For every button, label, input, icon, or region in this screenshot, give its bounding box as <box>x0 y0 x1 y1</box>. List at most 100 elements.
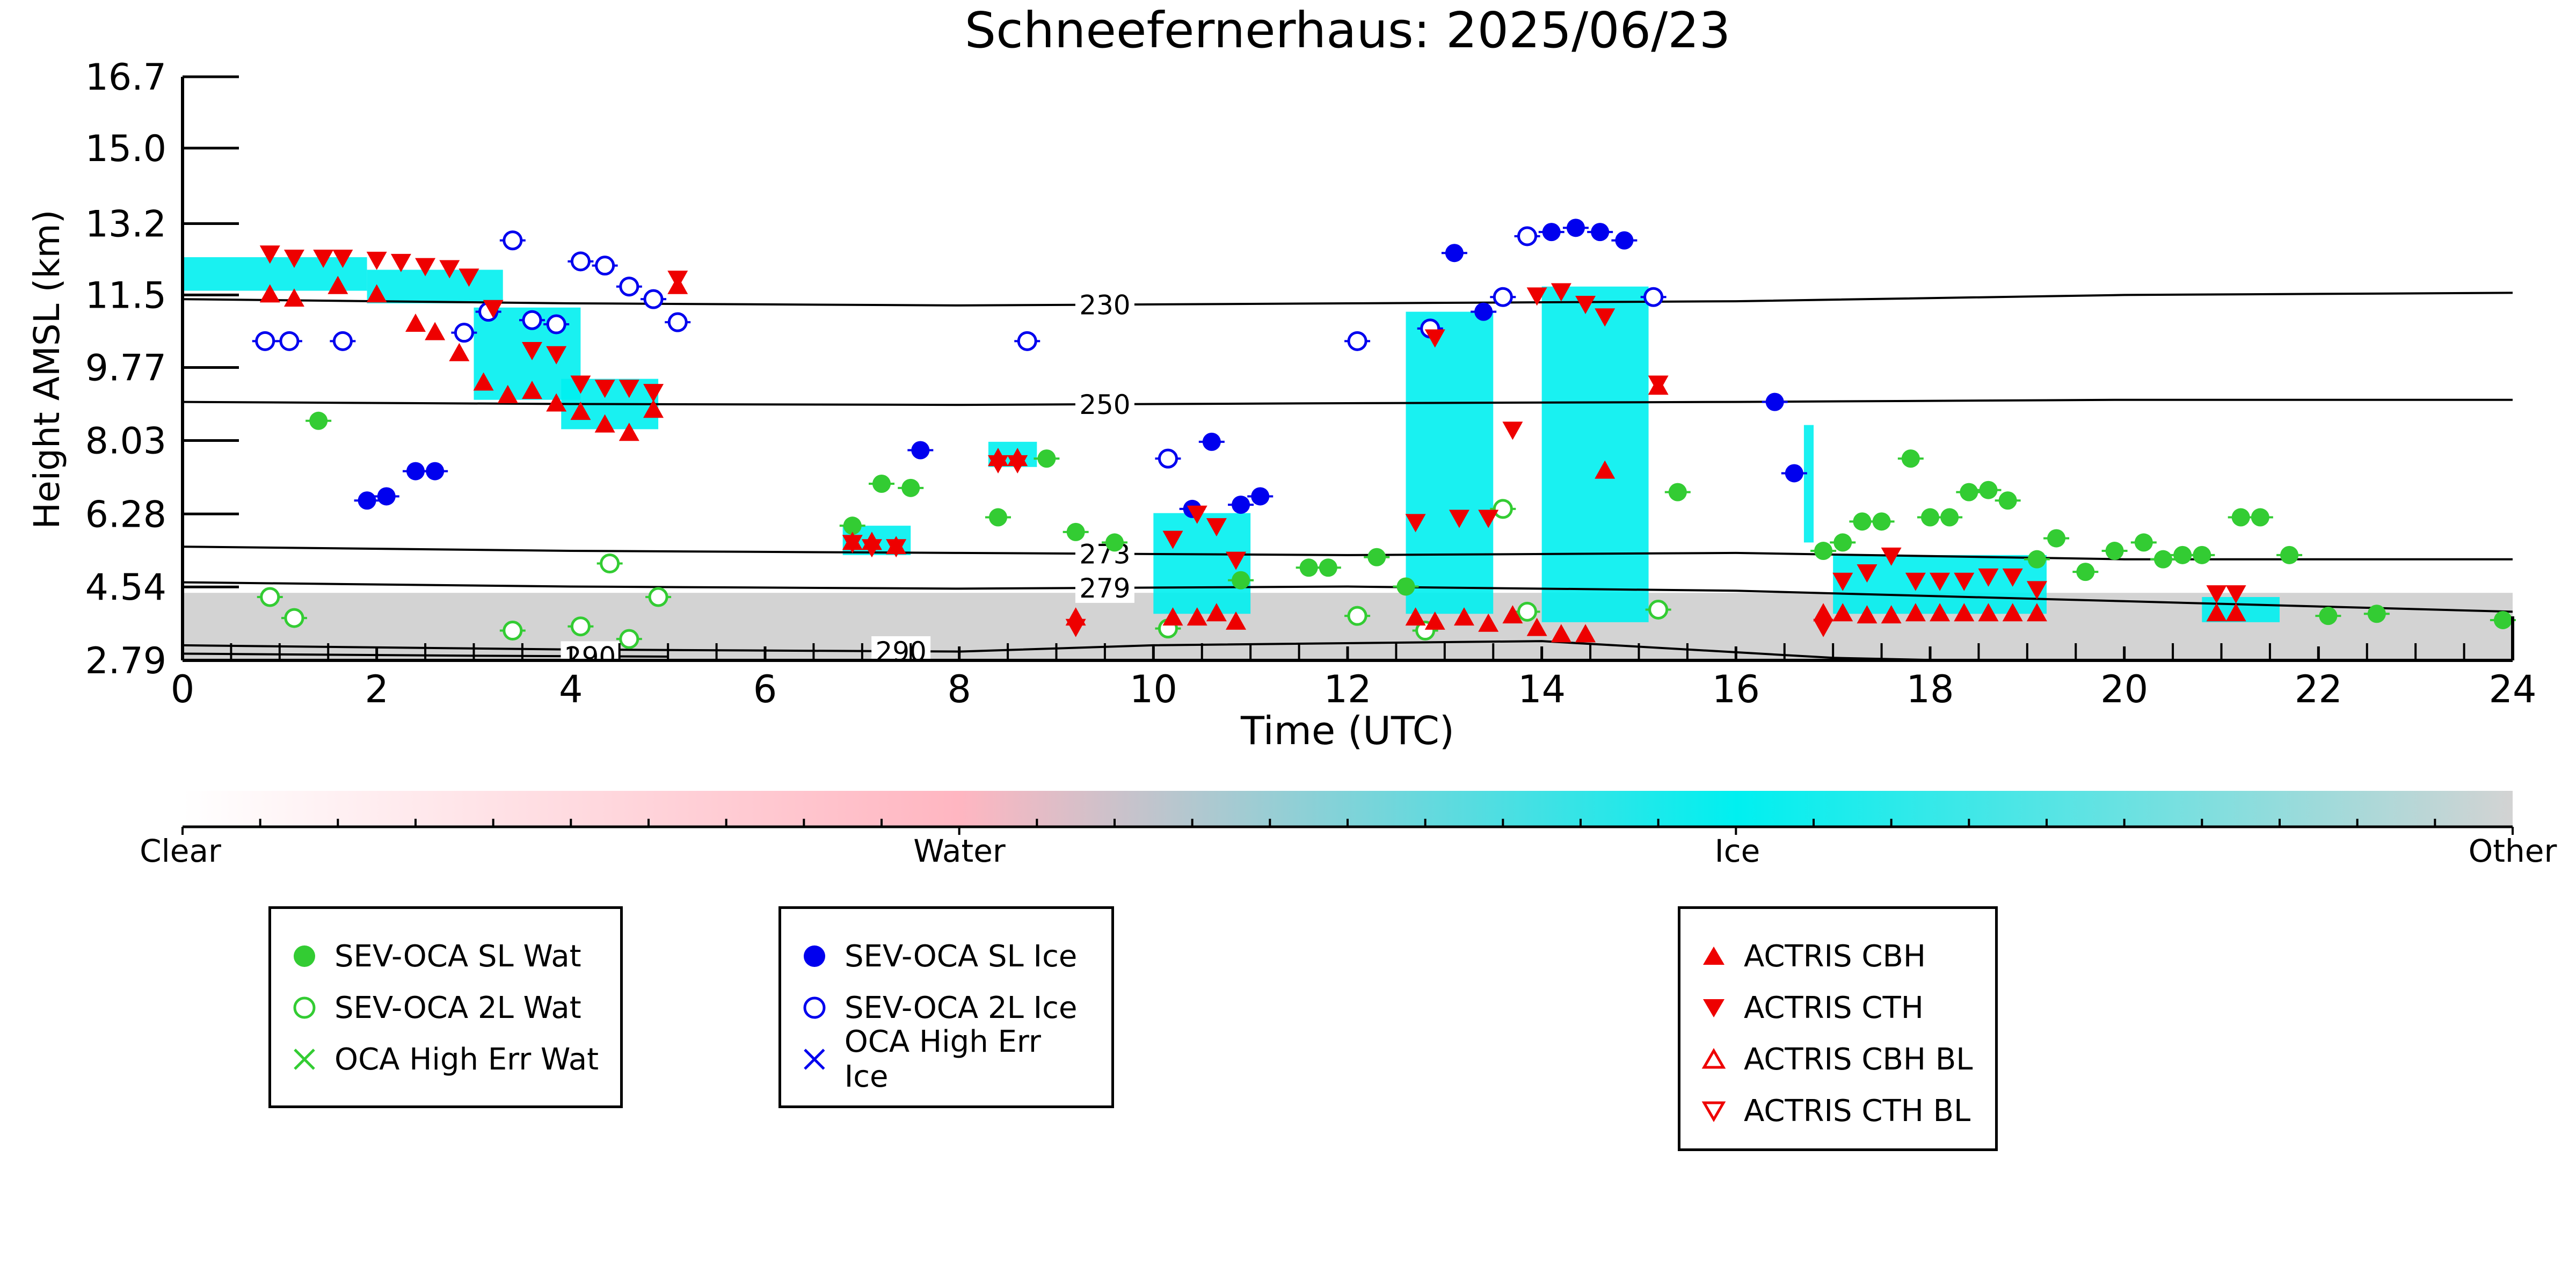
colorbar: Clear Water Ice Other <box>140 791 2557 869</box>
ice-region <box>367 270 503 303</box>
data-point <box>1405 514 1426 533</box>
legend-entry: SEV-OCA 2L Wat <box>289 982 602 1034</box>
data-point <box>454 323 474 343</box>
data-point <box>2231 508 2250 527</box>
series-sev-oca-2l-ice <box>252 226 1667 469</box>
x-tick-label: 2 <box>365 667 389 711</box>
legend-entry: SEV-OCA SL Ice <box>799 930 1093 982</box>
data-point <box>911 441 930 460</box>
data-point <box>2047 529 2066 548</box>
data-point <box>1396 577 1415 596</box>
data-point <box>1881 605 1902 624</box>
data-point <box>1066 522 1085 541</box>
ice-region <box>1803 425 1814 543</box>
data-point <box>1502 421 1523 440</box>
legend-actris: ACTRIS CBH ACTRIS CTH ACTRIS CBH BL ACTR… <box>1678 906 1998 1151</box>
data-point <box>667 271 688 289</box>
data-point <box>1905 572 1926 591</box>
y-tick-label: 11.5 <box>85 274 166 317</box>
data-point <box>259 284 280 303</box>
data-point <box>1158 448 1178 469</box>
data-point <box>2173 545 2192 564</box>
data-point <box>260 587 280 607</box>
open-circle-icon <box>803 996 826 1019</box>
data-point <box>842 535 863 554</box>
data-point <box>595 256 615 276</box>
data-point <box>377 487 396 506</box>
data-point <box>1319 558 1337 577</box>
data-point <box>503 230 523 251</box>
open-triangle-up-icon <box>1701 1048 1726 1069</box>
x-tick-label: 24 <box>2488 667 2536 711</box>
series-sev-oca-sl-ice <box>354 219 1807 518</box>
data-point <box>570 616 591 637</box>
data-point <box>1232 496 1250 514</box>
data-point <box>600 553 620 573</box>
y-tick-label: 2.79 <box>85 640 166 682</box>
x-tick-label: 10 <box>1130 667 1177 711</box>
data-point <box>1007 455 1028 474</box>
data-point <box>1551 624 1571 643</box>
data-point <box>1445 244 1464 263</box>
legend-entry: ACTRIS CTH BL <box>1699 1085 1977 1137</box>
data-point <box>1940 508 1959 527</box>
data-point <box>1575 624 1596 643</box>
data-point <box>1065 618 1086 637</box>
data-point <box>618 380 639 398</box>
legend-entry: ACTRIS CBH <box>1699 930 1977 982</box>
data-point <box>497 384 518 403</box>
y-axis-label: Height AMSL (km) <box>26 210 68 529</box>
legend-ice: SEV-OCA SL Ice SEV-OCA 2L Ice OCA High E… <box>778 906 1114 1108</box>
data-point <box>1187 505 1207 524</box>
data-point <box>667 312 688 332</box>
data-point <box>439 260 460 279</box>
isotherm-label: 250 <box>1079 389 1130 420</box>
x-tick-label: 14 <box>1518 667 1566 711</box>
data-point <box>405 314 426 332</box>
data-point <box>1187 607 1207 626</box>
data-point <box>1226 611 1247 630</box>
data-point <box>901 478 920 497</box>
data-point <box>1502 605 1523 624</box>
data-point <box>1449 510 1469 528</box>
data-point <box>1206 603 1227 622</box>
data-point <box>861 539 882 558</box>
data-point <box>1813 603 1834 622</box>
data-point <box>1979 481 1998 499</box>
data-point <box>570 402 591 420</box>
data-point <box>1905 603 1926 622</box>
series-actris-cth <box>259 245 2246 637</box>
series-sev-oca-sl-wat <box>305 411 2516 629</box>
data-point <box>1960 483 1978 501</box>
data-point <box>1643 287 1664 307</box>
data-point <box>1595 308 1616 327</box>
isotherm-label: 290 <box>565 641 616 672</box>
data-point <box>1347 331 1367 351</box>
data-point <box>1998 491 2017 510</box>
data-point <box>1814 542 1833 561</box>
data-point <box>1424 611 1445 630</box>
x-axis-label: Time (UTC) <box>1240 708 1454 753</box>
data-point <box>2225 585 2246 604</box>
data-point <box>886 539 907 558</box>
data-point <box>1853 512 1872 531</box>
data-point <box>1978 568 1999 587</box>
data-point <box>1526 287 1547 306</box>
data-point <box>643 289 664 309</box>
data-point <box>643 384 664 403</box>
legend-entry: SEV-OCA 2L Ice <box>799 982 1093 1034</box>
x-tick-label: 16 <box>1712 667 1760 711</box>
data-point <box>1017 331 1037 351</box>
isotherm-label-bg <box>1075 539 1134 569</box>
x-axis-ticks: 0 2 4 6 8 10 12 14 16 18 20 22 24 <box>171 643 2537 711</box>
data-point <box>1517 601 1538 622</box>
data-point <box>619 276 639 297</box>
data-point <box>1857 605 1878 624</box>
legend-entry: ACTRIS CBH BL <box>1699 1034 1977 1085</box>
x-tick-label: 4 <box>559 667 583 711</box>
data-point <box>1551 283 1571 302</box>
y-tick-label: 15.0 <box>85 128 166 170</box>
legend-label: SEV-OCA SL Wat <box>334 938 581 974</box>
data-point <box>2225 603 2246 622</box>
data-point <box>594 380 615 398</box>
